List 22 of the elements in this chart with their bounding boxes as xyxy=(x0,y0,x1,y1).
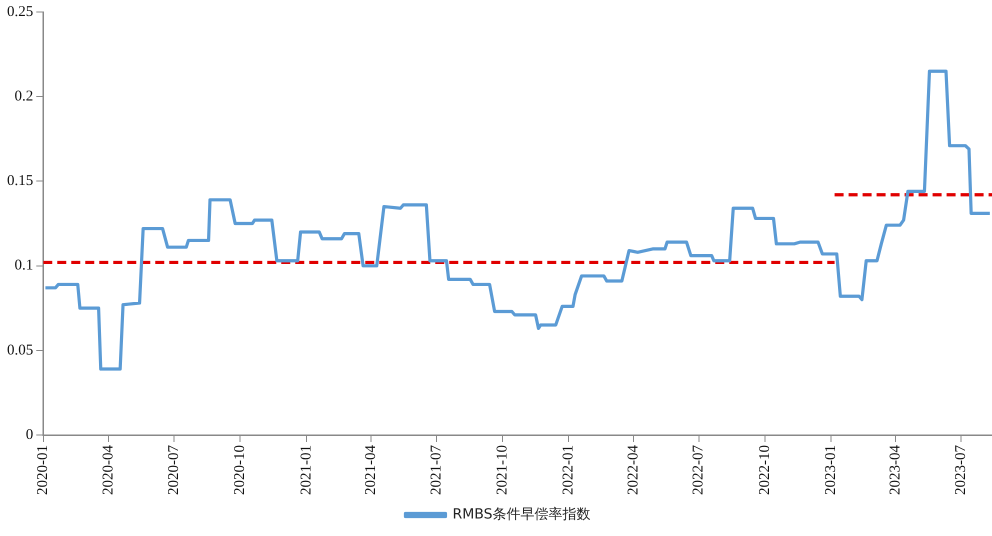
x-tick-label: 2022-01 xyxy=(560,445,577,496)
y-tick-label: 0.2 xyxy=(14,88,34,105)
y-tick-label: 0 xyxy=(26,426,34,443)
y-tick-label: 0.1 xyxy=(14,258,34,274)
x-tick-label: 2022-04 xyxy=(625,444,642,496)
x-tick-label: 2022-07 xyxy=(690,444,707,496)
y-tick-label: 0.25 xyxy=(7,4,34,20)
legend-label: RMBS条件早偿率指数 xyxy=(452,506,591,523)
x-tick-label: 2021-07 xyxy=(428,444,444,496)
x-tick-label: 2022-10 xyxy=(756,445,773,496)
x-tick-label: 2023-04 xyxy=(888,444,904,496)
x-tick-label: 2020-10 xyxy=(232,445,248,496)
x-tick-label: 2021-10 xyxy=(494,445,510,496)
x-tick-label: 2023-07 xyxy=(953,444,970,496)
x-tick-label: 2023-01 xyxy=(822,445,839,496)
x-tick-label: 2020-01 xyxy=(35,445,52,496)
x-tick-label: 2021-04 xyxy=(362,444,379,496)
y-tick-label: 0.05 xyxy=(7,342,34,358)
y-tick-label: 0.15 xyxy=(7,173,34,190)
x-tick-label: 2021-01 xyxy=(298,445,314,496)
x-tick-label: 2020-04 xyxy=(100,444,117,496)
x-tick-label: 2020-07 xyxy=(166,444,182,496)
